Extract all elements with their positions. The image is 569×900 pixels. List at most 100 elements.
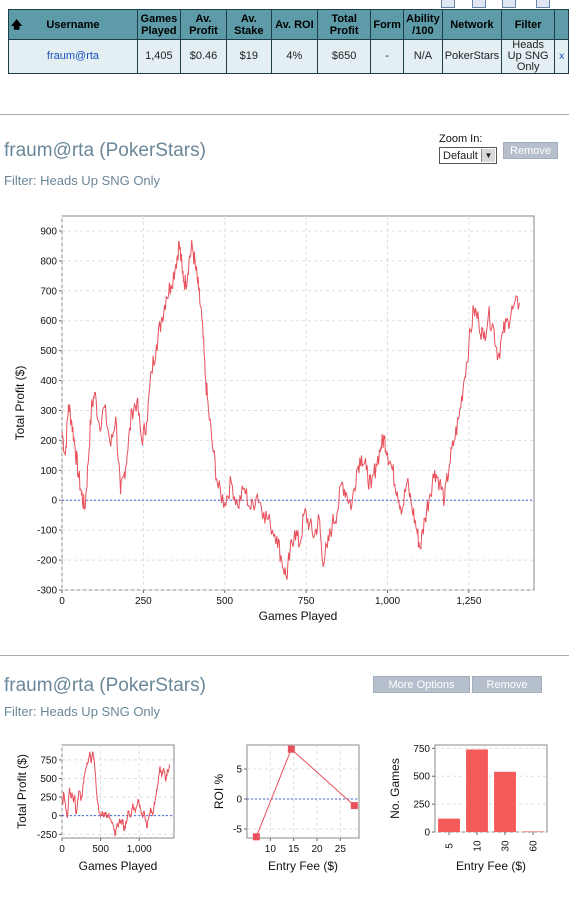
y-tick-label: 600 — [40, 316, 57, 327]
profit-series-line — [61, 750, 170, 837]
x-tick-label: 500 — [92, 844, 109, 855]
profit-series-line — [61, 239, 520, 580]
x-tick-label: 500 — [216, 596, 233, 607]
divider — [0, 114, 569, 115]
x-axis-label: Games Played — [79, 859, 158, 873]
column-header-total-profit[interactable]: Total Profit — [317, 9, 372, 40]
plot-area — [61, 744, 175, 839]
x-tick-label: 25 — [335, 844, 347, 855]
y-tick-label: 500 — [40, 346, 57, 357]
x-tick-label: 60 — [529, 840, 540, 852]
y-tick-label: 700 — [40, 286, 57, 297]
y-tick-label: 0 — [51, 496, 57, 507]
table-row: fraum@rta 1,405 $0.46 $19 4% $650 - N/A … — [8, 39, 569, 74]
bar — [522, 831, 544, 832]
table-icon[interactable] — [472, 0, 486, 8]
x-axis-label: Entry Fee ($) — [456, 859, 526, 873]
x-tick-label: 1,000 — [127, 844, 152, 855]
column-header-games-played[interactable]: Games Played — [136, 9, 181, 40]
username-cell: fraum@rta — [8, 39, 138, 74]
column-header-av-stake[interactable]: Av. Stake — [226, 9, 272, 40]
graph-title: fraum@rta (PokerStars) — [4, 675, 206, 696]
y-tick-label: 500 — [40, 774, 57, 785]
y-tick-label: -200 — [37, 556, 57, 567]
x-tick-label: 10 — [265, 844, 277, 855]
y-tick-label: 5 — [236, 765, 242, 776]
y-tick-label: 750 — [40, 755, 57, 766]
refresh-icon[interactable] — [536, 0, 550, 8]
x-tick-label: 30 — [501, 840, 512, 852]
table-header-row: 🡅 Username Games Played Av. Profit Av. St… — [8, 9, 569, 40]
x-tick-label: 0 — [59, 596, 65, 607]
roi-point — [287, 745, 295, 753]
ability-cell: N/A — [403, 39, 443, 74]
zoom-select[interactable]: Default ▼ — [439, 147, 497, 164]
total-profit-cell: $650 — [317, 39, 372, 74]
bar — [438, 818, 460, 832]
y-axis-label: ROI % — [212, 774, 226, 810]
toolbar — [438, 0, 569, 9]
y-tick-label: 250 — [413, 800, 430, 811]
y-tick-label: -300 — [37, 586, 57, 597]
x-axis-label: Entry Fee ($) — [268, 859, 338, 873]
sort-arrow-icon[interactable]: 🡅 — [11, 18, 23, 31]
network-cell: PokerStars — [441, 39, 503, 74]
chevron-down-icon[interactable]: ▼ — [481, 149, 495, 162]
column-header-ability[interactable]: Ability /100 — [403, 9, 443, 40]
export-icon[interactable] — [441, 0, 455, 8]
column-header-username[interactable]: 🡅 Username — [8, 9, 138, 40]
y-tick-label: 200 — [40, 436, 57, 447]
remove-row-icon[interactable]: x — [554, 39, 569, 74]
username-link[interactable]: fraum@rta — [46, 50, 100, 62]
x-axis-label: Games Played — [259, 609, 338, 623]
y-tick-label: 0 — [236, 795, 242, 806]
column-header-filter[interactable]: Filter — [501, 9, 556, 40]
x-tick-label: 750 — [298, 596, 315, 607]
plot-area — [434, 744, 548, 833]
remove-button[interactable]: Remove — [472, 676, 542, 693]
games-played-cell: 1,405 — [136, 39, 181, 74]
zoom-select-value: Default — [443, 150, 478, 162]
x-tick-label: 0 — [59, 844, 65, 855]
av-stake-cell: $19 — [226, 39, 272, 74]
x-tick-label: 1,000 — [375, 596, 400, 607]
graph-title: fraum@rta (PokerStars) — [4, 140, 206, 161]
stats-table: 🡅 Username Games Played Av. Profit Av. St… — [8, 9, 569, 74]
roi-point — [252, 833, 260, 841]
zoom-label: Zoom In: — [439, 133, 483, 145]
x-tick-label: 1,250 — [456, 596, 481, 607]
filter-cell: Heads Up SNG Only — [501, 39, 556, 74]
remove-button[interactable]: Remove — [503, 142, 558, 159]
y-tick-label: 800 — [40, 256, 57, 267]
bar — [494, 771, 516, 832]
divider — [0, 655, 569, 656]
roi-point — [350, 802, 358, 810]
x-tick-label: 20 — [311, 844, 323, 855]
printer-icon[interactable] — [502, 0, 516, 8]
y-axis-label: No. Games — [388, 758, 402, 819]
x-tick-label: 5 — [445, 843, 456, 849]
y-tick-label: -250 — [37, 830, 57, 841]
more-options-button[interactable]: More Options — [373, 676, 470, 693]
graph-filter-label: Filter: Heads Up SNG Only — [4, 173, 161, 188]
av-roi-cell: 4% — [270, 39, 319, 74]
y-tick-label: 300 — [40, 406, 57, 417]
y-tick-label: 900 — [40, 226, 57, 237]
av-profit-cell: $0.46 — [179, 39, 228, 74]
plot-area — [61, 215, 535, 591]
x-tick-label: 250 — [135, 596, 152, 607]
y-tick-label: 400 — [40, 376, 57, 387]
y-tick-label: 0 — [424, 828, 430, 839]
column-header-remove — [554, 9, 569, 40]
bar — [466, 749, 488, 832]
y-tick-label: 750 — [413, 744, 430, 755]
y-tick-label: -100 — [37, 526, 57, 537]
x-tick-label: 10 — [473, 840, 484, 852]
y-axis-label: Total Profit ($) — [13, 366, 27, 441]
y-axis-label: Total Profit ($) — [15, 754, 29, 829]
graph-filter-label: Filter: Heads Up SNG Only — [4, 704, 161, 719]
y-tick-label: 500 — [413, 772, 430, 783]
column-header-network[interactable]: Network — [441, 9, 503, 40]
x-tick-label: 15 — [288, 844, 300, 855]
